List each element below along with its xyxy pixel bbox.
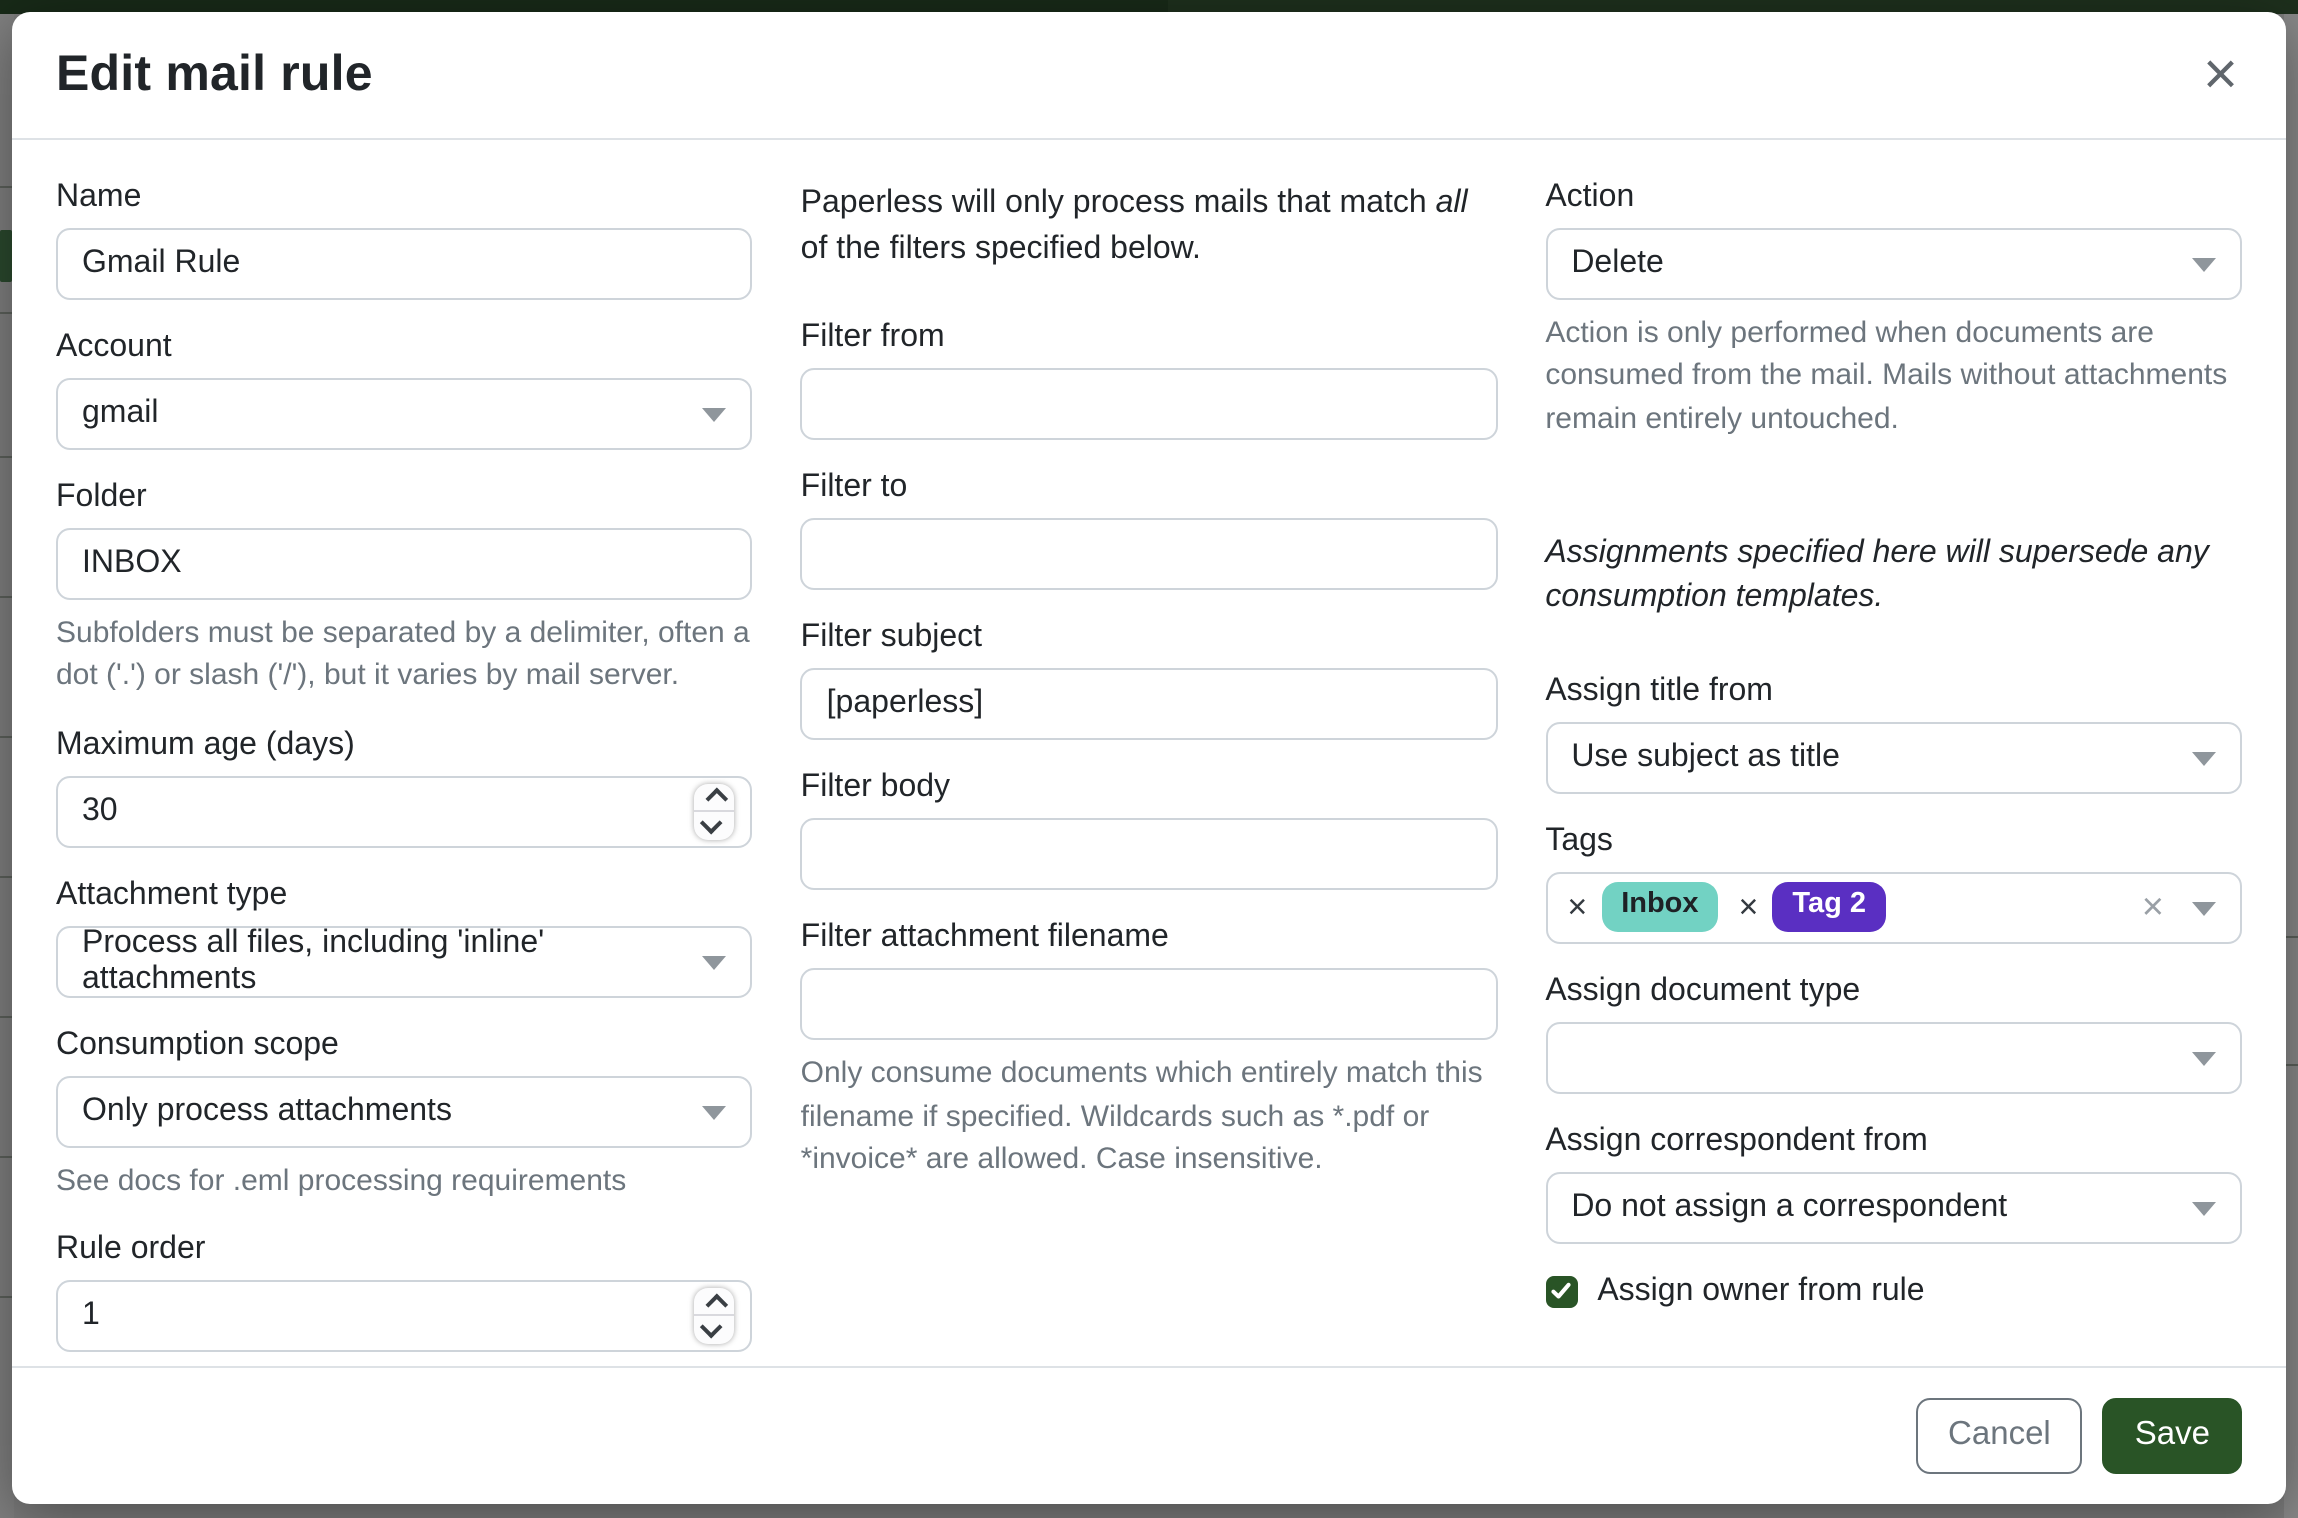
chevron-down-icon	[2192, 751, 2216, 766]
action-label: Action	[1545, 180, 1635, 214]
rule-order-input[interactable]	[56, 1279, 753, 1352]
page-right-edge	[2284, 14, 2298, 1518]
assign-owner-label: Assign owner from rule	[1597, 1273, 1925, 1308]
assign-document-type-label: Assign document type	[1545, 973, 1861, 1008]
folder-help: Subfolders must be separated by a delimi…	[56, 616, 750, 693]
rule-order-label: Rule order	[56, 1231, 206, 1266]
assign-correspondent-select[interactable]: Do not assign a correspondent	[1545, 1171, 2242, 1244]
tag-item: × Inbox	[1567, 882, 1719, 932]
column-filters: Paperless will only process mails that m…	[800, 180, 1498, 1366]
chevron-down-icon	[702, 955, 727, 970]
filter-subject-input[interactable]	[800, 668, 1498, 741]
chevron-down-icon	[702, 408, 727, 422]
assignments-note: Assignments specified here will supersed…	[1545, 535, 2209, 615]
account-select[interactable]: gmail	[56, 378, 753, 450]
attachment-type-select[interactable]: Process all files, including 'inline' at…	[56, 925, 753, 998]
assign-correspondent-value: Do not assign a correspondent	[1571, 1189, 2008, 1224]
remove-tag-icon[interactable]: ×	[1567, 888, 1588, 927]
number-stepper[interactable]	[694, 783, 735, 840]
name-input[interactable]	[56, 228, 753, 300]
chevron-down-icon	[2192, 1051, 2216, 1066]
account-label: Account	[56, 330, 172, 364]
attachment-type-value: Process all files, including 'inline' at…	[82, 925, 545, 996]
tags-select[interactable]: × Inbox × Tag 2 ×	[1545, 871, 2242, 944]
filter-from-label: Filter from	[800, 320, 945, 355]
consumption-scope-value: Only process attachments	[82, 1093, 452, 1128]
column-general: Name Account gmail Folder Subfolders mus…	[56, 180, 753, 1366]
check-icon	[1551, 1283, 1571, 1299]
page-left-edge	[0, 14, 14, 1518]
dialog-body: Name Account gmail Folder Subfolders mus…	[12, 140, 2286, 1366]
filter-attachment-filename-input[interactable]	[800, 968, 1498, 1041]
stepper-up-icon[interactable]	[706, 1292, 729, 1316]
app-navbar-dimmed	[0, 0, 2298, 14]
max-age-input[interactable]	[56, 775, 753, 848]
filter-to-input[interactable]	[800, 518, 1498, 591]
chevron-down-icon	[2192, 1201, 2216, 1216]
folder-label: Folder	[56, 480, 147, 514]
assign-owner-checkbox[interactable]	[1545, 1275, 1578, 1308]
folder-input[interactable]	[56, 528, 753, 600]
action-select-value: Delete	[1571, 246, 1664, 280]
filters-intro: Paperless will only process mails that m…	[800, 186, 1468, 267]
assign-title-value: Use subject as title	[1571, 739, 1840, 774]
name-label: Name	[56, 180, 142, 214]
assign-title-label: Assign title from	[1545, 673, 1773, 708]
save-button[interactable]: Save	[2102, 1398, 2242, 1474]
clear-tags-icon[interactable]: ×	[2141, 886, 2164, 929]
remove-tag-icon[interactable]: ×	[1738, 888, 1759, 927]
assign-owner-row: Assign owner from rule	[1545, 1273, 2242, 1309]
assign-title-select[interactable]: Use subject as title	[1545, 721, 2242, 794]
consumption-scope-label: Consumption scope	[56, 1027, 339, 1062]
filter-to-label: Filter to	[800, 470, 908, 505]
cancel-button[interactable]: Cancel	[1916, 1398, 2083, 1474]
intro-emphasis: all	[1435, 186, 1468, 220]
edit-mail-rule-dialog: Edit mail rule × Name Account gmail	[12, 12, 2286, 1504]
filter-attachment-filename-label: Filter attachment filename	[800, 920, 1169, 955]
filter-body-input[interactable]	[800, 818, 1498, 891]
filter-subject-label: Filter subject	[800, 620, 983, 655]
chevron-down-icon	[2192, 901, 2216, 916]
assign-correspondent-label: Assign correspondent from	[1545, 1123, 1928, 1158]
action-select[interactable]: Delete	[1545, 228, 2242, 300]
dialog-title: Edit mail rule	[56, 46, 373, 102]
stepper-down-icon[interactable]	[700, 1316, 724, 1339]
dialog-footer: Cancel Save	[12, 1366, 2286, 1504]
max-age-label: Maximum age (days)	[56, 727, 355, 762]
dialog-header: Edit mail rule ×	[12, 12, 2286, 140]
page-fragment	[0, 230, 12, 282]
chevron-down-icon	[2192, 258, 2216, 272]
consumption-scope-help: See docs for .eml processing requirement…	[56, 1163, 627, 1198]
tag-pill-inbox: Inbox	[1601, 882, 1719, 932]
filter-body-label: Filter body	[800, 770, 951, 805]
chevron-down-icon	[702, 1105, 727, 1120]
filter-attachment-filename-help: Only consume documents which entirely ma…	[800, 1056, 1483, 1176]
tags-label: Tags	[1545, 823, 1613, 858]
close-icon[interactable]: ×	[2199, 44, 2242, 104]
tag-pill-tag2: Tag 2	[1772, 882, 1886, 932]
filter-from-input[interactable]	[800, 368, 1498, 441]
action-help: Action is only performed when documents …	[1545, 316, 2228, 436]
assign-document-type-select[interactable]	[1545, 1021, 2242, 1094]
consumption-scope-select[interactable]: Only process attachments	[56, 1075, 753, 1148]
stepper-up-icon[interactable]	[706, 788, 729, 811]
attachment-type-label: Attachment type	[56, 877, 288, 912]
column-actions: Action Delete Action is only performed w…	[1545, 180, 2242, 1366]
number-stepper[interactable]	[694, 1287, 735, 1344]
stepper-down-icon[interactable]	[700, 811, 724, 835]
tag-item: × Tag 2	[1738, 882, 1886, 932]
account-select-value: gmail	[82, 396, 159, 430]
